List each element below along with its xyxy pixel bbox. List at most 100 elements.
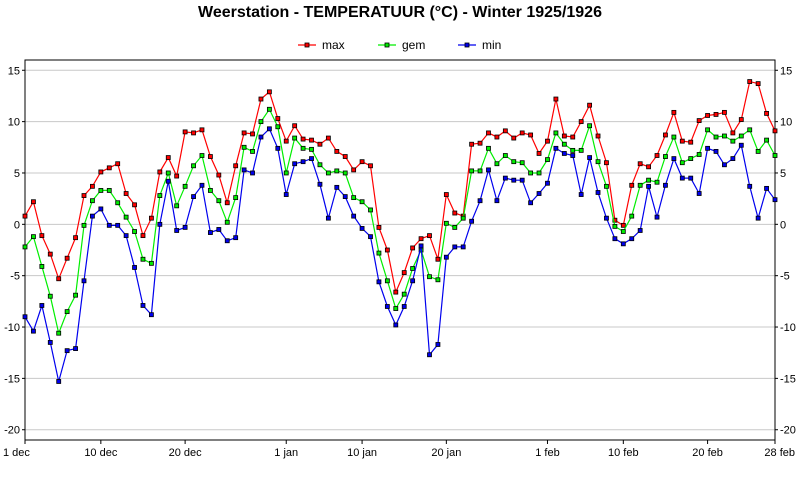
data-point-gem — [393, 306, 399, 311]
data-point-gem — [123, 214, 129, 220]
data-point-min — [64, 348, 70, 354]
data-point-max — [587, 102, 593, 108]
data-point-min — [140, 303, 146, 308]
data-point-min — [755, 215, 761, 221]
data-point-min — [460, 244, 466, 250]
data-point-max — [241, 130, 247, 136]
legend-marker — [464, 42, 470, 48]
data-point-min — [502, 175, 508, 181]
data-point-min — [283, 192, 289, 197]
data-point-max — [519, 130, 525, 136]
data-point-gem — [47, 293, 53, 299]
data-point-min — [207, 230, 213, 235]
x-tick-label: 10 dec — [84, 447, 118, 459]
data-point-max — [39, 233, 45, 239]
data-point-min — [132, 265, 137, 270]
data-point-min — [292, 161, 298, 167]
data-point-max — [705, 113, 710, 118]
data-point-max — [342, 154, 348, 159]
data-point-min — [250, 170, 255, 176]
data-point-min — [224, 238, 230, 244]
data-point-min — [764, 185, 769, 191]
data-point-gem — [31, 234, 36, 240]
y-tick-label: -15 — [780, 373, 796, 385]
series-gem — [22, 106, 778, 336]
data-point-max — [528, 132, 534, 138]
data-point-min — [435, 342, 441, 347]
data-point-min — [747, 183, 753, 189]
data-point-gem — [309, 146, 314, 152]
data-point-min — [705, 145, 710, 151]
data-point-gem — [502, 153, 508, 158]
data-point-gem — [435, 277, 441, 283]
data-point-gem — [132, 229, 137, 234]
data-point-gem — [696, 152, 702, 157]
data-point-gem — [401, 291, 407, 297]
data-point-gem — [165, 170, 171, 176]
data-point-gem — [460, 215, 466, 221]
data-point-gem — [519, 160, 525, 166]
data-point-min — [696, 191, 702, 196]
data-point-max — [123, 191, 129, 196]
data-point-min — [300, 159, 306, 165]
chart-title: Weerstation - TEMPERATUUR (°C) - Winter … — [198, 4, 602, 21]
data-point-min — [595, 190, 601, 195]
data-point-min — [98, 206, 104, 212]
data-point-min — [266, 126, 272, 132]
data-point-min — [401, 304, 407, 309]
data-point-min — [612, 236, 618, 242]
data-point-min — [384, 304, 390, 309]
x-tick-label: 20 dec — [169, 447, 203, 459]
data-point-min — [570, 153, 576, 158]
data-point-min — [47, 340, 53, 345]
data-point-min — [123, 233, 129, 239]
x-tick-label: 10 feb — [608, 447, 639, 459]
data-point-gem — [81, 222, 87, 228]
data-point-min — [646, 183, 651, 189]
data-point-max — [486, 130, 491, 136]
data-point-gem — [216, 198, 222, 204]
data-point-max — [81, 193, 87, 198]
y-tick-label: 0 — [780, 219, 786, 231]
y-tick-label: 10 — [8, 117, 20, 129]
data-point-min — [334, 184, 340, 190]
data-point-gem — [671, 134, 677, 140]
data-point-max — [477, 140, 483, 146]
series-min — [22, 126, 778, 384]
data-point-min — [452, 244, 458, 250]
data-point-min — [772, 197, 778, 203]
data-point-gem — [443, 220, 449, 226]
data-point-max — [713, 112, 719, 117]
data-point-max — [604, 160, 609, 166]
legend-marker — [304, 42, 310, 48]
data-point-gem — [140, 256, 146, 262]
data-point-min — [309, 156, 314, 161]
data-point-max — [98, 169, 104, 175]
data-point-max — [233, 163, 239, 169]
data-point-max — [224, 200, 230, 206]
x-tick-label: 20 feb — [692, 447, 723, 459]
data-point-gem — [713, 134, 719, 140]
x-tick-label: 28 feb — [764, 447, 795, 459]
data-point-min — [486, 167, 491, 173]
data-point-min — [376, 279, 382, 285]
data-point-min — [199, 182, 205, 188]
data-point-gem — [191, 163, 196, 169]
data-point-max — [722, 109, 727, 115]
data-point-max — [401, 270, 407, 275]
data-point-max — [73, 235, 78, 241]
data-point-min — [561, 151, 567, 156]
data-point-gem — [637, 182, 643, 188]
data-point-max — [182, 129, 188, 135]
data-point-max — [637, 161, 643, 167]
data-point-gem — [561, 141, 567, 147]
data-point-max — [469, 141, 475, 147]
data-point-max — [317, 141, 323, 147]
data-point-max — [494, 134, 500, 140]
data-point-gem — [536, 170, 542, 176]
data-point-max — [132, 202, 137, 208]
data-point-min — [39, 303, 45, 308]
data-point-gem — [334, 168, 340, 174]
data-point-min — [663, 182, 668, 188]
data-point-gem — [764, 137, 769, 143]
